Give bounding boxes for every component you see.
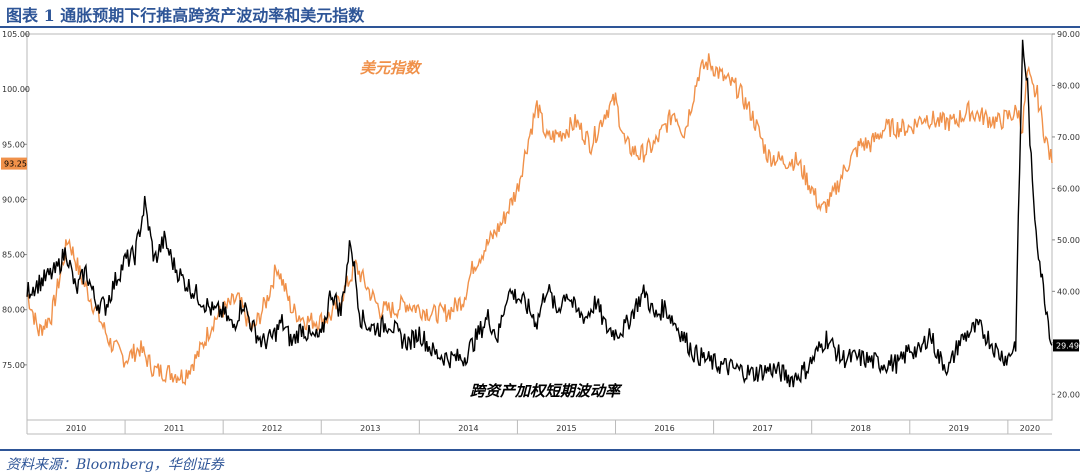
x-axis-tick-label: 2012 bbox=[262, 424, 282, 433]
x-axis-tick-label: 2018 bbox=[851, 424, 871, 433]
usd-last-value: 93.25 bbox=[4, 160, 27, 169]
left-axis-tick-label: 90.00 bbox=[2, 195, 25, 204]
x-axis-tick-label: 2020 bbox=[1020, 424, 1040, 433]
left-axis-tick-label: 95.00 bbox=[2, 140, 25, 149]
left-axis-tick-label: 100.00 bbox=[2, 85, 30, 94]
right-axis-tick-label: 70.00 bbox=[1057, 133, 1080, 142]
figure-title: 图表 1 通胀预期下行推高跨资产波动率和美元指数 bbox=[6, 6, 365, 25]
usd-index-line bbox=[26, 53, 1053, 386]
x-axis-tick-label: 2011 bbox=[164, 424, 184, 433]
left-axis-tick-label: 85.00 bbox=[2, 251, 25, 260]
right-axis-tick-label: 60.00 bbox=[1057, 184, 1080, 193]
vol-last-value: 29.49 bbox=[1056, 341, 1079, 350]
dual-axis-line-chart: 75.00 80.00 85.00 90.00 95.00 100.00 105.00 20.… bbox=[1, 30, 1080, 435]
usd-last-value-box bbox=[1, 157, 27, 170]
x-axis-tick-label: 2019 bbox=[949, 424, 969, 433]
vol-last-value-box bbox=[1053, 339, 1079, 352]
x-axis-tick-label: 2017 bbox=[752, 424, 772, 433]
right-axis-tick-label: 40.00 bbox=[1057, 287, 1080, 296]
right-axis-tick-label: 90.00 bbox=[1057, 30, 1080, 39]
x-axis-tick-label: 2013 bbox=[360, 424, 380, 433]
usd-series-label: 美元指数 bbox=[360, 59, 423, 77]
source-bar: 资料来源：Bloomberg，华创证券 bbox=[0, 449, 1080, 476]
x-axis-tick-label: 2016 bbox=[654, 424, 674, 433]
left-axis-tick-label: 75.00 bbox=[2, 361, 25, 370]
plot-frame bbox=[26, 33, 1053, 421]
right-axis-tick-label: 50.00 bbox=[1057, 236, 1080, 245]
right-axis-tick-label: 20.00 bbox=[1057, 390, 1080, 399]
right-axis-tick-label: 80.00 bbox=[1057, 81, 1080, 90]
x-axis-tick-label: 2010 bbox=[66, 424, 86, 433]
cross-asset-vol-line bbox=[26, 39, 1053, 388]
x-axis-tick-label: 2014 bbox=[458, 424, 478, 433]
left-axis-tick-label: 105.00 bbox=[2, 30, 30, 39]
x-axis-tick-label: 2015 bbox=[556, 424, 576, 433]
source-note: 资料来源：Bloomberg，华创证券 bbox=[6, 457, 224, 473]
vol-series-label: 跨资产加权短期波动率 bbox=[470, 382, 623, 400]
left-axis-tick-label: 80.00 bbox=[2, 306, 25, 315]
title-bar: 图表 1 通胀预期下行推高跨资产波动率和美元指数 bbox=[0, 0, 1080, 28]
